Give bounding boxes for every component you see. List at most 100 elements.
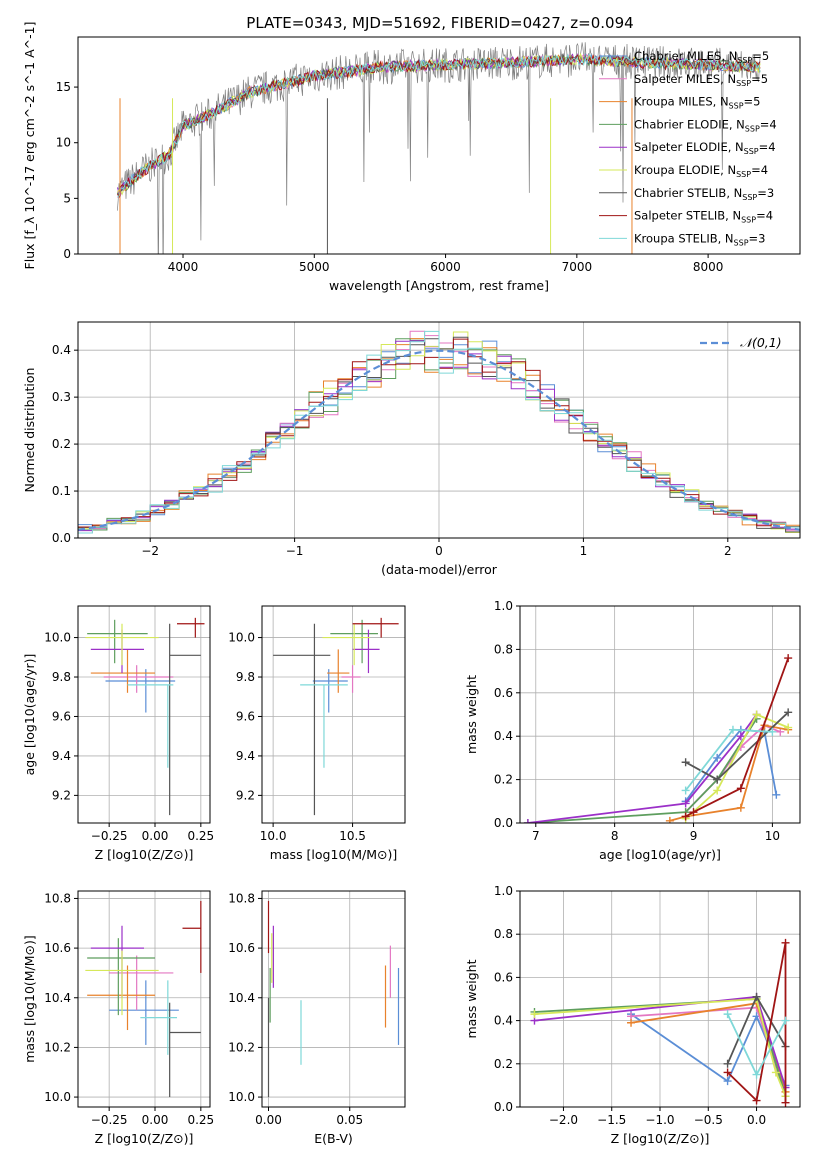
residuals-ytick-label: 0.2 [52, 437, 71, 451]
mw-age-ytick-label: 0.8 [494, 642, 513, 656]
mw-z-xtick-label: −2.0 [549, 1113, 578, 1127]
mw-age-xtick-label: 7 [532, 829, 540, 843]
spectrum-model [117, 54, 761, 198]
legend-entry: Salpeter MILES, NSSP=5 [634, 72, 768, 88]
legend-entry: Chabrier STELIB, NSSP=3 [634, 186, 774, 202]
mass-weight-line [527, 713, 758, 823]
mass-z-errorbars [85, 900, 202, 1098]
legend-entry: Chabrier MILES, NSSP=5 [634, 49, 769, 65]
plus-marker [771, 1068, 780, 1077]
spectrum-xtick-label: 7000 [562, 260, 593, 274]
mass-ebv-ytick-label: 10.4 [228, 991, 255, 1005]
residuals-xtick-label: −2 [141, 544, 159, 558]
legend-entry: Salpeter STELIB, NSSP=4 [634, 209, 773, 225]
age-z-ytick-label: 10.0 [44, 631, 71, 645]
mass-ebv-frame [261, 890, 406, 1108]
mw-z-plot-area [530, 938, 790, 1107]
mass-weight-line [685, 657, 790, 818]
mw-age-ylabel: mass weight [464, 675, 479, 754]
plus-marker [736, 803, 745, 812]
plus-marker [681, 812, 690, 821]
mass-z-ytick-label: 10.0 [44, 1090, 71, 1104]
plus-marker [530, 1010, 539, 1019]
mw-age-frame [519, 605, 801, 824]
mw-z-xlabel: Z [log10(Z/Z⊙)] [611, 1131, 710, 1146]
mw-age-xtick-label: 9 [690, 829, 698, 843]
mass-z-axes: −0.25 0.00 0.25 10.0 10.2 10.4 10.6 10.8 Z [log1… [22, 890, 214, 1146]
mw-age-lines [523, 654, 793, 823]
age-mass-xlabel: mass [log10(M/M⊙)] [270, 847, 398, 862]
plus-marker [723, 1059, 732, 1068]
legend-entry: 𝒩(0,1) [740, 335, 782, 350]
spectrum-axes: 4000 5000 6000 7000 8000 0 5 10 15 wavelength [An… [22, 22, 801, 293]
mass-ebv-ytick-label: 10.8 [228, 891, 255, 905]
residuals-axes: −2 −1 0 1 2 0.0 0.1 0.2 0.3 0.4 (data-model)/error… [22, 321, 801, 577]
plus-marker [681, 758, 690, 767]
mass-z-ytick-label: 10.4 [44, 991, 71, 1005]
plus-marker [723, 1010, 732, 1019]
residuals-ylabel: Normed distribution [22, 368, 37, 493]
residuals-xtick-label: −1 [286, 544, 304, 558]
mw-age-ytick-label: 0.2 [494, 773, 513, 787]
age-z-plot-area [85, 617, 205, 816]
age-mass-ytick-label: 10.0 [228, 631, 255, 645]
mass-ebv-ytick-label: 10.2 [228, 1040, 255, 1054]
mass-z-xtick-label: −0.25 [91, 1113, 128, 1127]
mass-z-plot-area [85, 900, 202, 1098]
spectrum-ytick-label: 0 [63, 247, 71, 261]
plus-marker [736, 784, 745, 793]
mw-age-xtick-label: 8 [611, 829, 619, 843]
mass-ebv-xlabel: E(B-V) [314, 1131, 353, 1146]
age-z-ytick-label: 9.8 [52, 670, 71, 684]
residuals-frame [77, 321, 801, 539]
plus-marker [752, 1096, 761, 1105]
mw-age-xtick-label: 10 [765, 829, 780, 843]
spectrum-xtick-label: 8000 [693, 260, 724, 274]
age-mass-ytick-label: 9.6 [236, 709, 255, 723]
mass-z-ytick-label: 10.8 [44, 891, 71, 905]
spectrum-frame [77, 36, 801, 255]
age-z-axes: −0.25 0.00 0.25 9.2 9.4 9.6 9.8 10.0 Z [log10(Z/… [22, 605, 214, 862]
legend-entry: Chabrier ELODIE, NSSP=4 [634, 117, 777, 133]
mass-ebv-xtick-label: 0.05 [336, 1113, 363, 1127]
spectrum-lines [116, 42, 761, 254]
mw-z-ytick-label: 0.6 [494, 970, 513, 984]
age-z-xtick-label: −0.25 [91, 829, 128, 843]
age-mass-ytick-label: 9.4 [236, 749, 255, 763]
mw-z-frame [519, 890, 801, 1108]
mw-z-ytick-label: 0.2 [494, 1057, 513, 1071]
mass-ebv-axes: 0.00 0.05 10.0 10.2 10.4 10.6 10.8 E(B-V) [228, 890, 406, 1146]
plus-marker [723, 1077, 732, 1086]
plus-marker [781, 1098, 790, 1107]
figure-title: PLATE=0343, MJD=51692, FIBERID=0427, z=0… [246, 14, 633, 32]
plus-marker [627, 1018, 636, 1027]
spectrum-ytick-label: 15 [56, 80, 71, 94]
mass-weight-line [527, 718, 758, 823]
mw-z-axes: −2.0 −1.5 −1.0 −0.5 0.0 0.0 0.2 0.4 0.6 0.8 1.0 Z [… [464, 884, 801, 1146]
age-mass-xtick-label: 10.5 [339, 829, 366, 843]
mass-z-ylabel: mass [log10(M/M⊙)] [22, 935, 37, 1063]
residuals-legend: 𝒩(0,1) [700, 335, 782, 350]
mass-weight-line [685, 713, 789, 820]
mw-z-lines [530, 938, 790, 1107]
plus-marker [752, 1070, 761, 1079]
mw-z-ytick-label: 1.0 [494, 884, 513, 898]
mw-z-xtick-label: −1.5 [597, 1113, 626, 1127]
mass-ebv-plot-area [267, 900, 400, 1098]
mass-z-xtick-label: 0.00 [142, 1113, 169, 1127]
plus-marker [523, 819, 532, 823]
residuals-xlabel: (data-model)/error [381, 562, 498, 577]
legend-entry: Kroupa STELIB, NSSP=3 [634, 231, 765, 247]
spectrum-plot-area [116, 42, 761, 254]
spectrum-ylabel: Flux [f_λ 10^-17 erg cm^-2 s^-1 A^-1] [22, 22, 37, 270]
plus-marker [713, 786, 722, 795]
plus-marker [728, 725, 737, 734]
spectrum-ytick-label: 5 [63, 191, 71, 205]
spectrum-model [117, 53, 761, 198]
age-mass-plot-area [273, 617, 399, 816]
spectrum-ytick-label: 10 [56, 136, 71, 150]
mass-ebv-ytick-label: 10.6 [228, 941, 255, 955]
age-mass-xtick-label: 10.0 [260, 829, 287, 843]
legend-entry: Kroupa MILES, NSSP=5 [634, 95, 760, 111]
